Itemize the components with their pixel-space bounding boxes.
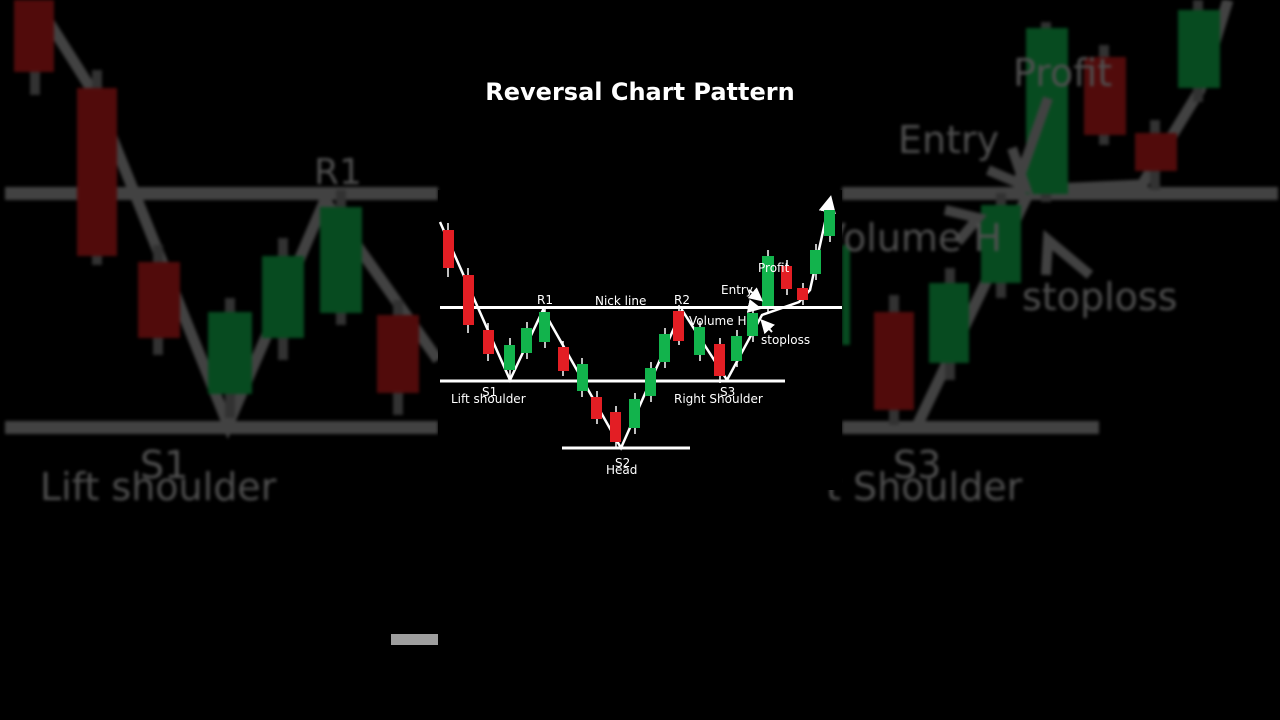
label-s1: S1 <box>482 385 497 399</box>
candle <box>463 268 474 333</box>
candle <box>577 358 588 397</box>
bg-label-s1: S1 <box>140 443 188 487</box>
candle <box>747 307 758 342</box>
candle <box>673 305 684 345</box>
page-title: Reversal Chart Pattern <box>485 78 795 106</box>
candle <box>824 204 835 242</box>
candle <box>714 338 725 383</box>
label-right-shoulder: Right Shoulder <box>674 392 763 406</box>
candle <box>645 362 656 402</box>
bg-label-right-shoulder: t Shoulder <box>826 465 1023 509</box>
background-line-fragment <box>391 634 438 645</box>
candle <box>659 328 670 368</box>
label-head: Head <box>606 463 637 477</box>
candle <box>762 250 774 312</box>
candle <box>591 391 602 424</box>
candle <box>629 393 640 434</box>
pattern-diagram: R1 Nick line R2 S1 Lift shoulder S3 Righ… <box>438 190 842 490</box>
label-s3: S3 <box>720 385 735 399</box>
candle <box>483 323 494 361</box>
label-profit: Profit <box>758 261 790 275</box>
label-s2: S2 <box>615 456 630 470</box>
bg-label-left-shoulder: Lift shoulder <box>40 465 277 509</box>
bg-label-volume: Volume H <box>820 216 1002 260</box>
candle <box>610 406 621 449</box>
label-neck-line: Nick line <box>595 294 646 308</box>
label-volume: Volume H <box>689 314 746 328</box>
bg-label-profit: Profit <box>1013 51 1112 95</box>
bg-label-r1: R1 <box>314 152 362 193</box>
stoploss-arrow-icon <box>760 319 775 335</box>
label-stoploss: stoploss <box>761 333 810 347</box>
bg-label-entry: Entry <box>898 118 999 162</box>
bg-label-stoploss: stoploss <box>1022 275 1177 319</box>
candle <box>797 283 808 305</box>
label-r1: R1 <box>537 293 553 307</box>
candle <box>558 341 569 376</box>
label-entry: Entry <box>721 283 753 297</box>
candle <box>504 338 515 377</box>
label-r2: R2 <box>674 293 690 307</box>
bg-label-s3: S3 <box>893 443 941 487</box>
volume-arrow-icon <box>746 299 762 313</box>
entry-arrow-icon <box>747 287 764 302</box>
label-left-shoulder: Lift shoulder <box>451 392 526 406</box>
candle <box>731 330 742 367</box>
candle <box>781 260 792 295</box>
candle <box>521 322 532 359</box>
candle <box>694 321 705 361</box>
candle <box>443 223 454 277</box>
candle <box>539 306 550 348</box>
candle <box>810 244 821 280</box>
